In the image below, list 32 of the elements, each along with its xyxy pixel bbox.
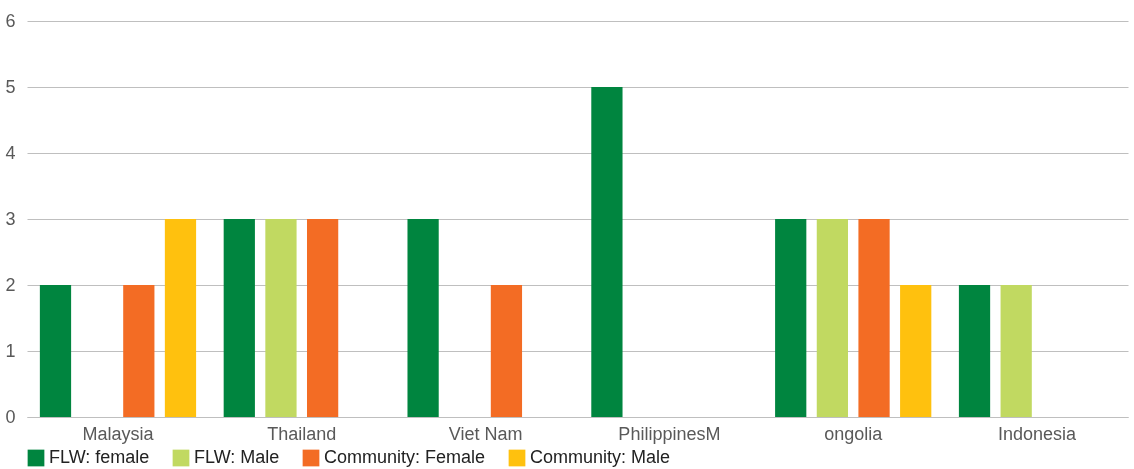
legend-label: Community: Female (324, 447, 486, 467)
bar (775, 219, 807, 417)
bar (223, 219, 255, 417)
x-tick-label: PhilippinesM (618, 423, 721, 444)
y-tick-label: 0 (5, 406, 16, 427)
bar (490, 285, 523, 417)
y-tick-label: 5 (5, 76, 16, 97)
y-tick-label: 3 (5, 208, 16, 229)
bar (265, 219, 297, 417)
x-tick-label: Thailand (267, 423, 337, 444)
legend-label: FLW: female (49, 447, 150, 467)
bar (816, 219, 848, 417)
y-tick-label: 4 (5, 142, 16, 163)
bar (164, 219, 197, 417)
y-tick-label: 2 (5, 274, 16, 295)
bar (1000, 285, 1032, 417)
x-tick-label: Viet Nam (448, 423, 523, 444)
bar (307, 219, 339, 417)
bar (407, 219, 439, 417)
x-tick-label: ongolia (824, 423, 884, 444)
x-tick-label: Indonesia (997, 423, 1078, 444)
bar (39, 285, 72, 417)
x-tick-label: Malaysia (82, 423, 155, 444)
bar (591, 87, 623, 417)
y-tick-label: 6 (5, 10, 16, 31)
bar (958, 285, 991, 417)
legend-label: FLW: Male (194, 447, 280, 467)
bar (858, 219, 890, 417)
bar (900, 285, 932, 417)
legend-label: Community: Male (530, 447, 671, 467)
y-tick-label: 1 (5, 340, 16, 361)
bar (123, 285, 155, 417)
